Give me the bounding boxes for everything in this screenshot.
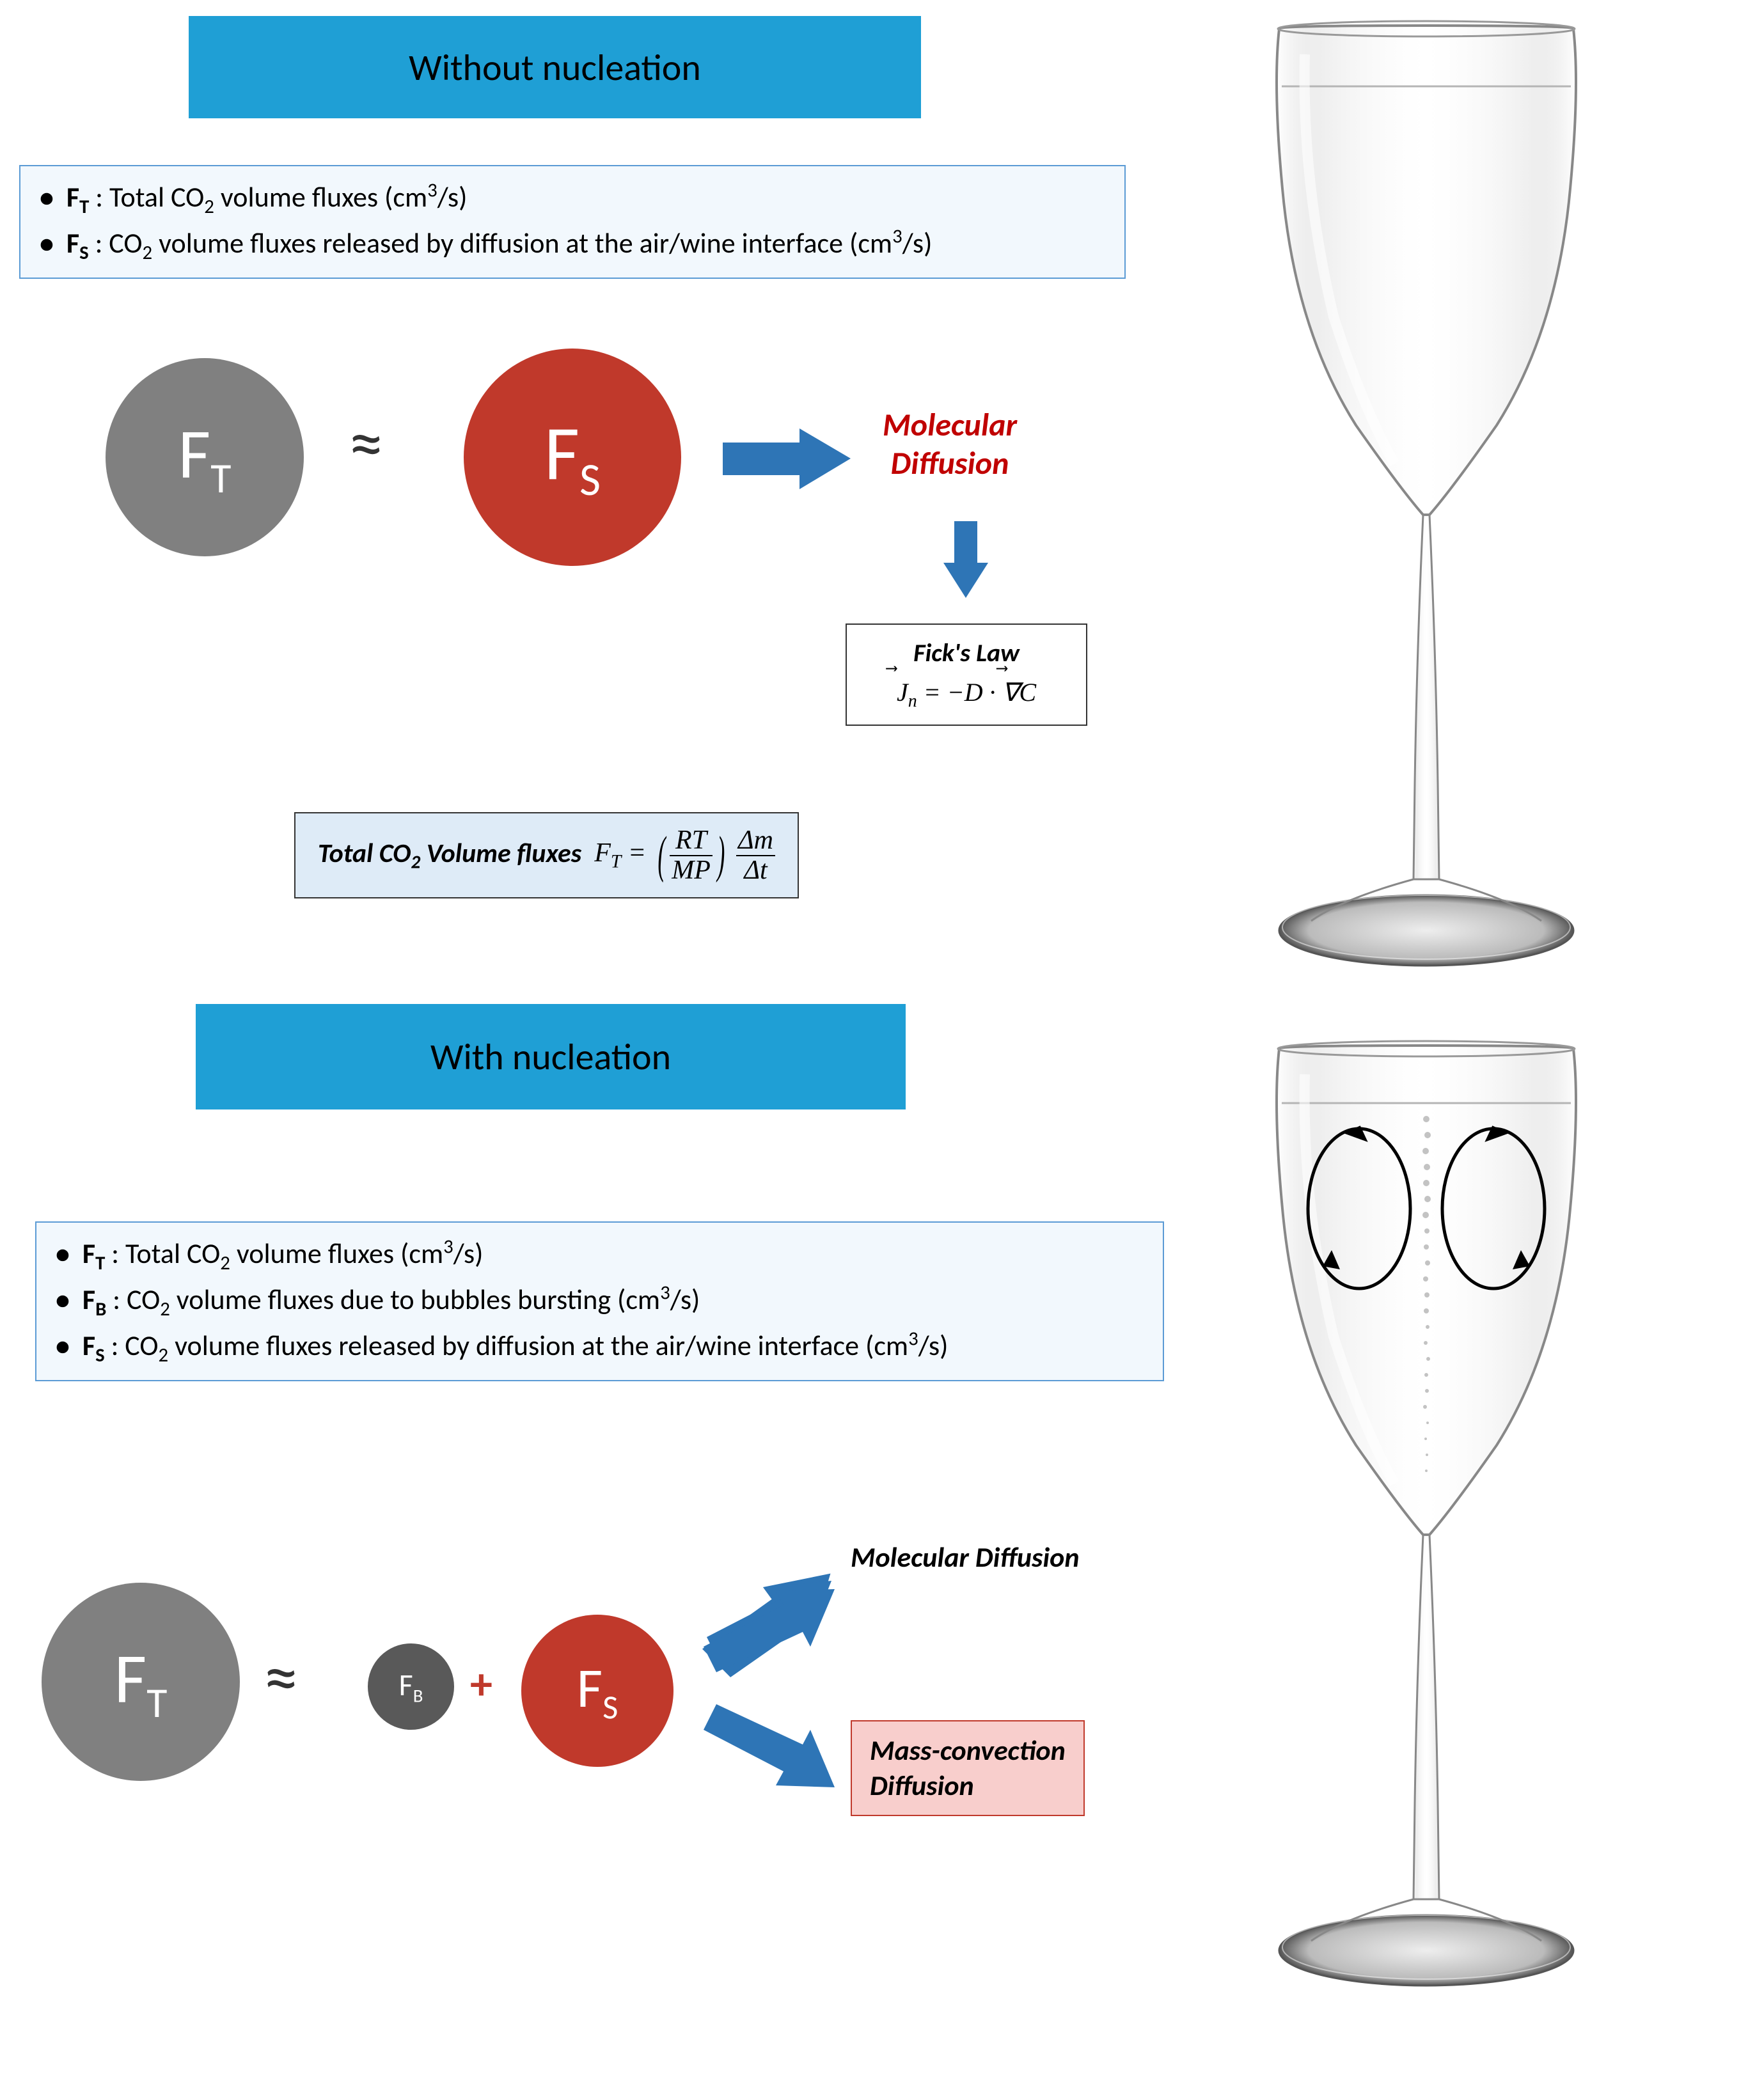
header-text: Without nucleation [409, 45, 701, 90]
total-flux-label: Total CO2 Volume fluxes [318, 837, 581, 873]
def-fs: FS : CO2 volume fluxes released by diffu… [40, 222, 1105, 268]
fs-circle-2: FS [521, 1615, 673, 1767]
wine-glass-1 [1215, 16, 1637, 982]
ft-label-2: FT [114, 1635, 168, 1728]
header-text-2: With nucleation [430, 1034, 671, 1079]
fb-circle: FB [368, 1643, 454, 1730]
mass-convection-box: Mass-convectionDiffusion [851, 1720, 1085, 1816]
ficks-formula: ⃗Jn = −D · ⃗∇C [863, 674, 1070, 715]
definitions-2: FT : Total CO2 volume fluxes (cm3/s) FB … [35, 1221, 1164, 1381]
mass-convection-text: Mass-convectionDiffusion [870, 1733, 1066, 1803]
def2-fb: FB : CO2 volume fluxes due to bubbles bu… [56, 1278, 1144, 1324]
fs-circle-1: FS [464, 349, 681, 566]
approx-1: ≈ [349, 400, 384, 486]
header-with: With nucleation [196, 1004, 906, 1109]
total-flux-formula: FT = (RTMP) ΔmΔt [594, 826, 775, 884]
def2-fs: FS : CO2 volume fluxes released by diffu… [56, 1324, 1144, 1370]
plus-sign: + [470, 1656, 492, 1711]
molecular-diffusion-2: Molecular Diffusion [851, 1540, 1080, 1574]
molecular-diffusion-1: MolecularDiffusion [883, 406, 1017, 483]
arrow-diag-down [700, 1714, 835, 1797]
arrow-down-1 [943, 521, 988, 598]
fb-label: FB [399, 1666, 423, 1707]
fs-label: FS [544, 407, 601, 508]
wine-glass-2 [1215, 1036, 1637, 2002]
ficks-law-box: Fick's Law ⃗Jn = −D · ⃗∇C [846, 623, 1087, 726]
approx-2: ≈ [264, 1634, 299, 1720]
definitions-1: FT : Total CO2 volume fluxes (cm3/s) FS … [19, 165, 1126, 279]
arrow-right-1 [723, 428, 851, 489]
def2-ft: FT : Total CO2 volume fluxes (cm3/s) [56, 1232, 1144, 1278]
ficks-title: Fick's Law [863, 634, 1070, 671]
arrow-diag-up-clean [700, 1586, 835, 1663]
ft-circle-2: FT [42, 1583, 240, 1781]
def-ft: FT : Total CO2 volume fluxes (cm3/s) [40, 176, 1105, 222]
fs-label-2: FS [577, 1653, 618, 1728]
header-without: Without nucleation [189, 16, 921, 118]
ft-circle-1: FT [106, 358, 304, 556]
ft-label: FT [178, 411, 232, 504]
total-flux-box: Total CO2 Volume fluxes FT = (RTMP) ΔmΔt [294, 812, 799, 898]
